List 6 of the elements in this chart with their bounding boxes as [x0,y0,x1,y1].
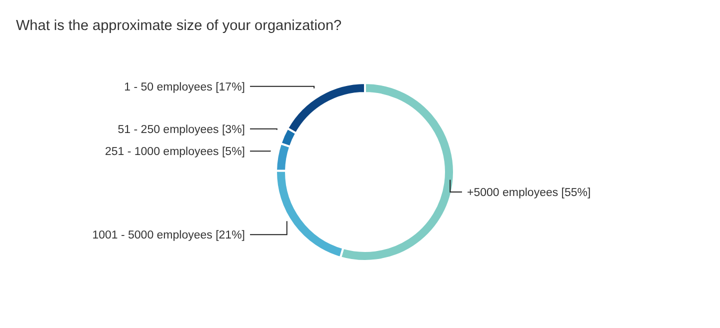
slice-label: 51 - 250 employees [3%] [118,124,245,136]
slice-label: 251 - 1000 employees [5%] [104,146,245,158]
chart-title: What is the approximate size of your organization? [16,18,342,34]
slice-label: +5000 employees [55%] [467,187,591,200]
slice-label: 1 - 50 employees [17%] [124,81,245,94]
slice-label: 1001 - 5000 employees [21%] [92,230,245,242]
